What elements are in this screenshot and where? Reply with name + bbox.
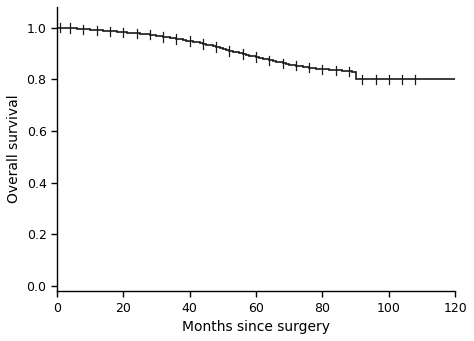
Y-axis label: Overall survival: Overall survival <box>7 95 21 203</box>
X-axis label: Months since surgery: Months since surgery <box>182 320 330 334</box>
